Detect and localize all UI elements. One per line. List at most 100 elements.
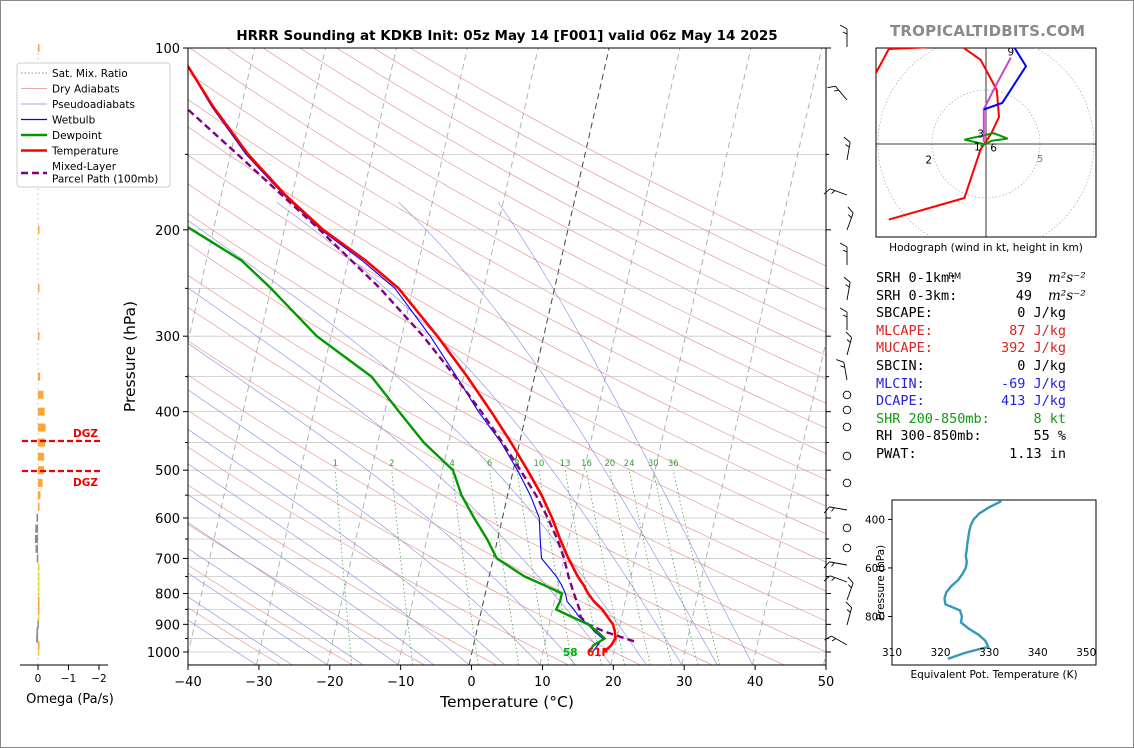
pseudoadiabat [276, 201, 683, 665]
barb-flag [836, 359, 845, 363]
mixing-ratio-label: 16 [581, 459, 592, 469]
x-tick-label: −40 [174, 675, 201, 690]
wind-barb [846, 576, 854, 601]
isotherm-line [752, 339, 826, 665]
dry-adiabat [188, 243, 826, 592]
height-label: 2 [925, 154, 932, 166]
omega-bar [38, 407, 45, 416]
wind-barb [836, 359, 848, 381]
stat-row: SBCIN: 0 J/kg [876, 358, 1096, 376]
mixing-ratio-line [586, 470, 626, 665]
dry-adiabat [188, 484, 497, 665]
x-tick-label: 0 [467, 675, 475, 690]
barb-flag [845, 331, 852, 338]
barb-flag [845, 601, 852, 608]
omega-bar [38, 44, 40, 52]
pseudoadiabat [188, 428, 505, 665]
dry-adiabat [188, 154, 826, 507]
barb-flag [823, 575, 831, 582]
stat-label: PWAT: [876, 445, 917, 462]
stat-label: SBCAPE: [876, 305, 933, 322]
dry-adiabat [263, 48, 826, 356]
mixing-ratio-label: 20 [604, 459, 615, 469]
height-label: 9 [1007, 46, 1014, 58]
theta-e-x-tick-label: 350 [1076, 647, 1096, 659]
wind-barb-calm [842, 478, 852, 488]
omega-bar [38, 589, 40, 598]
wind-barb [823, 188, 848, 196]
mixing-ratio-line [609, 470, 651, 665]
omega-bar [38, 284, 40, 293]
barb-flag [839, 307, 848, 313]
dry-adiabat [188, 410, 641, 665]
omega-bar [38, 612, 40, 621]
series-mixed-layer-parcel-path-100mb- [188, 107, 635, 643]
dry-adiabat [188, 524, 425, 665]
legend-label: Dry Adiabats [52, 84, 120, 96]
barb-half-flag [831, 577, 836, 581]
dry-adiabat [188, 99, 826, 454]
theta-e-y-tick-label: 600 [865, 563, 885, 575]
omega-bar [38, 478, 43, 487]
barb-flag [839, 24, 848, 30]
barb-shaft [846, 337, 853, 356]
barb-shaft [835, 85, 848, 101]
dry-adiabat [188, 126, 826, 480]
height-label: 6 [990, 143, 997, 155]
omega-bar [38, 581, 40, 590]
isotherm-line [255, 48, 397, 665]
skewt-axes: 58 61F1002003004005006007008009001000−40−… [16, 28, 834, 711]
wind-barb-calm [842, 422, 852, 432]
theta-e-x-tick-label: 340 [1028, 647, 1048, 659]
isotherm-line [326, 48, 468, 665]
stat-value: 392 J/kg [1000, 340, 1066, 357]
barb-flag [843, 276, 851, 283]
isotherm-line [397, 48, 539, 665]
barb-half-flag [845, 284, 850, 288]
mixing-ratio-label: 10 [533, 459, 544, 469]
mixing-ratio-label: 30 [648, 459, 659, 469]
stat-value: 8 kt [1033, 410, 1066, 427]
mixing-ratio-line [516, 470, 550, 665]
barb-flag [823, 561, 830, 569]
mixing-ratio-line [335, 470, 353, 665]
mixing-ratio-label: 2 [389, 459, 394, 469]
wind-barb-calm [842, 451, 852, 461]
mixing-ratio-line [564, 470, 602, 665]
stat-row: MLCIN: -69 J/kg [876, 376, 1096, 394]
theta-e-y-tick-label: 400 [865, 514, 885, 526]
barb-shaft [829, 506, 848, 511]
y-tick-label: 100 [155, 42, 180, 57]
barb-half-flag [842, 249, 848, 253]
barb-half-flag [846, 339, 851, 343]
stat-label: SHR 200-850mb: [876, 410, 990, 427]
stat-row: SRH 0-3km: 49 m²s⁻² [876, 288, 1096, 306]
range-ring-label: 5 [1037, 154, 1043, 165]
surface-dewpoint-label: 58 [563, 647, 578, 659]
pseudoadiabat [188, 389, 541, 665]
skewt-series [188, 63, 635, 653]
wind-barb [846, 206, 854, 231]
legend-label: Parcel Path (100mb) [52, 174, 158, 186]
wind-barb [823, 575, 848, 583]
mixing-ratio-line [451, 470, 479, 665]
stat-row: SRH 0-1km: 39 m²s⁻² [876, 270, 1096, 288]
dry-adiabat [188, 183, 826, 535]
stat-value: -69 J/kg [1000, 375, 1066, 392]
wind-barb [843, 136, 851, 161]
plot-border [187, 47, 827, 666]
barb-shaft [846, 282, 851, 301]
isotherm-line [539, 48, 681, 665]
stat-unit: m²s⁻² [1048, 287, 1086, 304]
wind-barb-calm [842, 390, 852, 400]
dgz-label: DGZ [73, 428, 98, 440]
mixing-ratio-label: 6 [487, 459, 492, 469]
wind-barb-calm [842, 405, 852, 415]
theta-e-line [943, 500, 1002, 661]
dry-adiabat [188, 607, 281, 665]
stat-row: MUCAPE: 392 J/kg [876, 340, 1096, 358]
pseudoadiabat [188, 522, 399, 665]
legend-label: Mixed-Layer [52, 161, 117, 173]
stat-value: 1.13 in [1009, 445, 1066, 462]
stat-label: MUCAPE: [876, 340, 933, 357]
